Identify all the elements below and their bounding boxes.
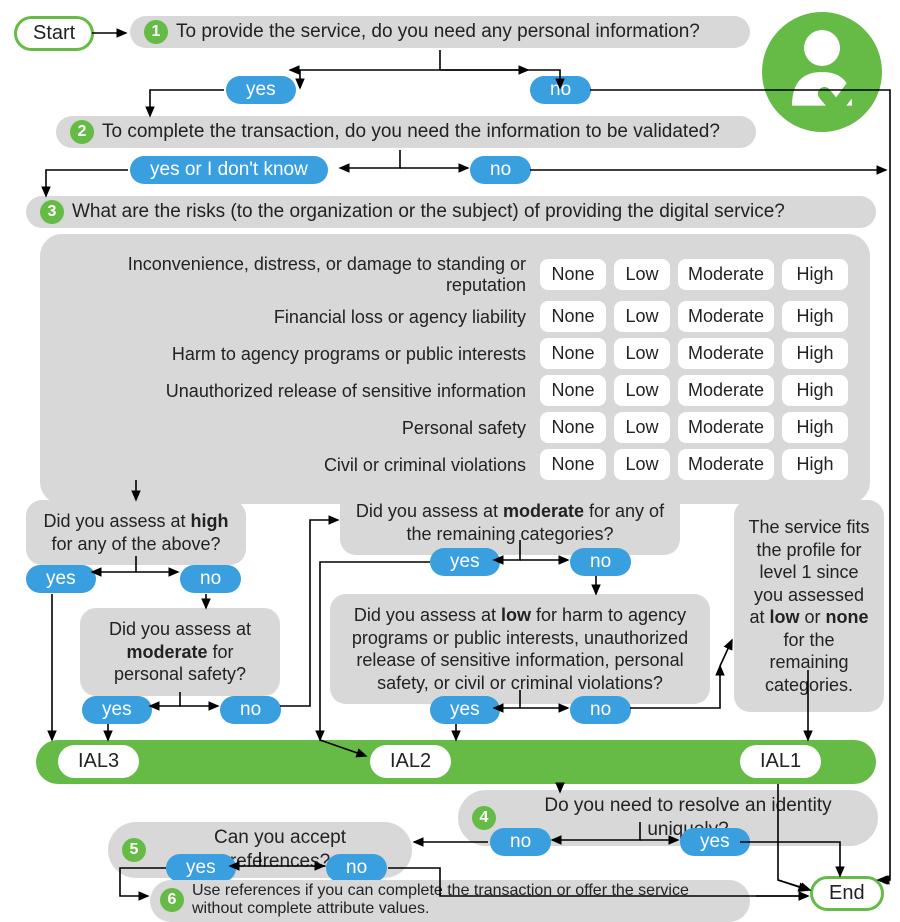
end-label: End xyxy=(829,882,865,905)
risk-row: Personal safetyNone Low Moderate High xyxy=(56,412,854,443)
risk-cell[interactable]: Moderate xyxy=(678,449,774,480)
risk-cell[interactable]: High xyxy=(782,449,848,480)
risk-label: Inconvenience, distress, or damage to st… xyxy=(56,254,540,295)
risk-cell[interactable]: Low xyxy=(614,259,670,290)
end-node: End xyxy=(810,876,884,911)
Q4-no: no xyxy=(490,828,551,856)
risk-cell[interactable]: High xyxy=(782,259,848,290)
risk-row: Inconvenience, distress, or damage to st… xyxy=(56,254,854,295)
risk-cell[interactable]: Moderate xyxy=(678,259,774,290)
risk-cell[interactable]: None xyxy=(540,301,606,332)
modsafe-no: no xyxy=(220,696,281,724)
risk-cell[interactable]: None xyxy=(540,375,606,406)
risk-cell[interactable]: Low xyxy=(614,301,670,332)
assess-mod-safety: Did you assess at moderate for personal … xyxy=(80,608,280,696)
q1-num: 1 xyxy=(144,20,168,44)
risk-panel: Inconvenience, distress, or damage to st… xyxy=(40,234,870,504)
risk-cell[interactable]: Moderate xyxy=(678,375,774,406)
lowspec-yes: yes xyxy=(430,696,500,724)
q1-yes: yes xyxy=(226,76,296,104)
modsafe-yes: yes xyxy=(82,696,152,724)
q1-text: To provide the service, do you need any … xyxy=(176,20,700,44)
assess-mod-remaining: Did you assess at moderate for any of th… xyxy=(340,490,680,555)
risk-cell[interactable]: High xyxy=(782,338,848,369)
q2-num: 2 xyxy=(70,120,94,144)
risk-cell[interactable]: Moderate xyxy=(678,412,774,443)
risk-cell[interactable]: Low xyxy=(614,338,670,369)
q2-text: To complete the transaction, do you need… xyxy=(102,120,720,144)
risk-cell[interactable]: High xyxy=(782,375,848,406)
assess-low-specific: Did you assess at low for harm to agency… xyxy=(330,594,710,704)
risk-row: Civil or criminal violationsNone Low Moder… xyxy=(56,449,854,480)
risk-cell[interactable]: Moderate xyxy=(678,338,774,369)
q3-text: What are the risks (to the organization … xyxy=(72,200,785,224)
assess-high-any: Did you assess at high for any of the ab… xyxy=(26,500,246,565)
risk-row: Unauthorized release of sensitive inform… xyxy=(56,375,854,406)
lowspec-no: no xyxy=(570,696,631,724)
risk-cell[interactable]: Low xyxy=(614,449,670,480)
risk-cell[interactable]: None xyxy=(540,338,606,369)
q1-no: no xyxy=(530,76,591,104)
high-no: no xyxy=(180,565,241,593)
Q4-yes: yes xyxy=(680,828,750,856)
high-yes: yes xyxy=(26,565,96,593)
risk-label: Unauthorized release of sensitive inform… xyxy=(56,381,540,402)
risk-row: Harm to agency programs or public intere… xyxy=(56,338,854,369)
risk-cell[interactable]: None xyxy=(540,259,606,290)
risk-label: Financial loss or agency liability xyxy=(56,307,540,328)
risk-cell[interactable]: None xyxy=(540,449,606,480)
modrem-yes: yes xyxy=(430,548,500,576)
Q5-yes: yes xyxy=(166,854,236,882)
start-node: Start xyxy=(14,16,94,51)
Q5-no: no xyxy=(326,854,387,882)
risk-cell[interactable]: Low xyxy=(614,375,670,406)
risk-cell[interactable]: High xyxy=(782,301,848,332)
risk-cell[interactable]: Moderate xyxy=(678,301,774,332)
ial1-pill: IAL1 xyxy=(740,745,821,778)
risk-cell[interactable]: Low xyxy=(614,412,670,443)
q2-yes: yes or I don't know xyxy=(130,156,328,184)
ial3-pill: IAL3 xyxy=(58,745,139,778)
q2-node: 2 To complete the transaction, do you ne… xyxy=(56,116,756,148)
q1-node: 1 To provide the service, do you need an… xyxy=(130,16,750,48)
q3-num: 3 xyxy=(40,200,64,224)
risk-cell[interactable]: None xyxy=(540,412,606,443)
risk-cell[interactable]: High xyxy=(782,412,848,443)
risk-label: Civil or criminal violations xyxy=(56,455,540,476)
start-label: Start xyxy=(33,22,75,45)
q3-node: 3 What are the risks (to the organizatio… xyxy=(26,196,876,228)
risk-row: Financial loss or agency liabilityNone Lo… xyxy=(56,301,854,332)
risk-label: Harm to agency programs or public intere… xyxy=(56,344,540,365)
modrem-no: no xyxy=(570,548,631,576)
ial2-pill: IAL2 xyxy=(370,745,451,778)
person-check-icon xyxy=(762,12,882,132)
level1-fit: The service fits the profile for level 1… xyxy=(734,500,884,712)
Q6: 6 Use references if you can complete the… xyxy=(150,880,750,922)
q2-no: no xyxy=(470,156,531,184)
risk-label: Personal safety xyxy=(56,418,540,439)
